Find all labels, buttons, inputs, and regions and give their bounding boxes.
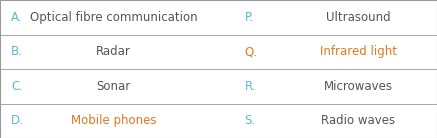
- Text: Microwaves: Microwaves: [324, 80, 393, 93]
- Text: B.: B.: [11, 45, 23, 58]
- Text: Radar: Radar: [96, 45, 131, 58]
- Text: S.: S.: [245, 114, 256, 127]
- Text: Radio waves: Radio waves: [321, 114, 395, 127]
- Text: C.: C.: [11, 80, 23, 93]
- Text: Q.: Q.: [245, 45, 258, 58]
- Text: Sonar: Sonar: [97, 80, 131, 93]
- Text: D.: D.: [11, 114, 24, 127]
- Text: Mobile phones: Mobile phones: [71, 114, 156, 127]
- Text: Optical fibre communication: Optical fibre communication: [30, 11, 198, 24]
- Text: Ultrasound: Ultrasound: [326, 11, 391, 24]
- Text: P.: P.: [245, 11, 253, 24]
- Text: Infrared light: Infrared light: [320, 45, 397, 58]
- Text: A.: A.: [11, 11, 22, 24]
- Text: R.: R.: [245, 80, 256, 93]
